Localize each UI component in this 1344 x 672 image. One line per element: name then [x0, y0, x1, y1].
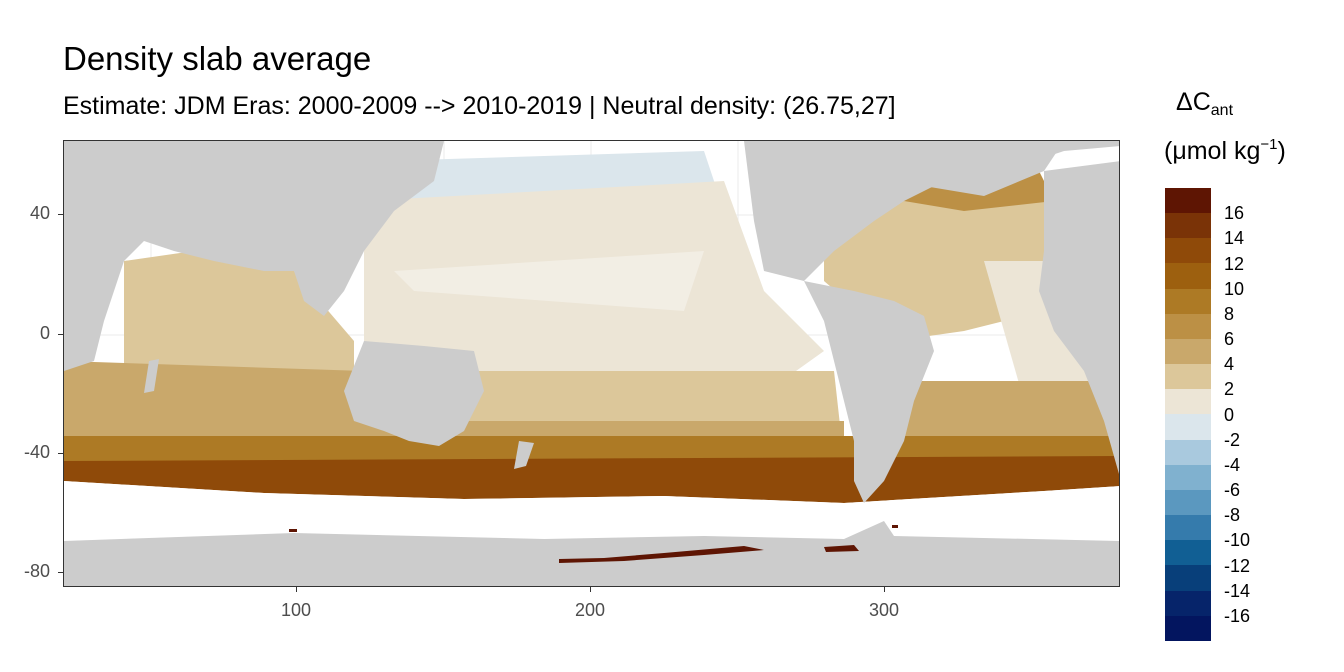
- legend-label: 14: [1224, 228, 1245, 249]
- ocean-map: [64, 141, 1119, 586]
- legend-title: ΔCant: [1176, 88, 1234, 119]
- legend-label: -6: [1224, 480, 1241, 500]
- legend-label: -12: [1224, 555, 1251, 576]
- x-tick-label: 200: [574, 600, 606, 620]
- legend-swatch: [1165, 338, 1211, 365]
- legend-swatch: [1165, 213, 1211, 239]
- legend-label: 0: [1224, 404, 1235, 425]
- y-tick-mark: [58, 214, 63, 215]
- legend-label: 8: [1224, 303, 1235, 324]
- x-tick-mark: [590, 587, 591, 592]
- legend-swatch: [1165, 288, 1211, 314]
- y-tick-label: 40: [29, 203, 50, 223]
- legend-label: 4: [1224, 354, 1235, 375]
- legend-label: -16: [1224, 605, 1251, 626]
- legend-unit: (μmol kg−1): [1164, 136, 1286, 165]
- ocean-field: [64, 151, 1119, 503]
- map-panel: [63, 140, 1120, 587]
- y-tick-label: 0: [39, 323, 50, 343]
- legend-label: 10: [1224, 278, 1245, 299]
- legend-label: -2: [1224, 429, 1241, 450]
- map-subtitle: Estimate: JDM Eras: 2000-2009 --> 2010-2…: [63, 92, 896, 120]
- x-tick-label: 300: [868, 600, 900, 620]
- legend-swatch: [1165, 238, 1211, 264]
- map-title: Density slab average: [63, 40, 372, 77]
- x-tick-mark: [884, 587, 885, 592]
- y-tick-mark: [58, 453, 63, 454]
- legend-swatch: [1165, 489, 1211, 516]
- legend-swatch: [1165, 540, 1211, 566]
- legend-label: -14: [1224, 580, 1251, 601]
- y-tick-label: -40: [23, 442, 50, 462]
- y-tick-label: -80: [23, 561, 50, 581]
- legend-label: 12: [1224, 253, 1245, 274]
- legend-label: 16: [1224, 203, 1245, 224]
- legend-swatch: [1165, 263, 1211, 289]
- land-masses: [64, 141, 1119, 586]
- legend-swatch: [1165, 188, 1211, 214]
- y-tick-mark: [58, 334, 63, 335]
- legend-swatch: [1165, 313, 1211, 339]
- legend-label: 6: [1224, 329, 1235, 349]
- legend-label: -10: [1224, 530, 1251, 551]
- legend-swatch: [1165, 364, 1211, 390]
- legend-swatch: [1165, 389, 1211, 415]
- legend-swatch: [1165, 439, 1211, 465]
- y-tick-mark: [58, 572, 63, 573]
- legend-swatch: [1165, 615, 1211, 641]
- legend-swatch: [1165, 565, 1211, 591]
- x-tick-mark: [296, 587, 297, 592]
- antarctic-high-values: [289, 525, 898, 563]
- legend-label: 2: [1224, 379, 1235, 400]
- legend-label: -8: [1224, 505, 1241, 526]
- legend-swatch: [1165, 464, 1211, 490]
- legend-colorbar: [1165, 188, 1211, 641]
- x-tick-label: 100: [280, 600, 312, 620]
- legend-swatch: [1165, 414, 1211, 440]
- legend-swatch: [1165, 515, 1211, 541]
- legend-label: -4: [1224, 454, 1241, 475]
- legend-swatch: [1165, 590, 1211, 616]
